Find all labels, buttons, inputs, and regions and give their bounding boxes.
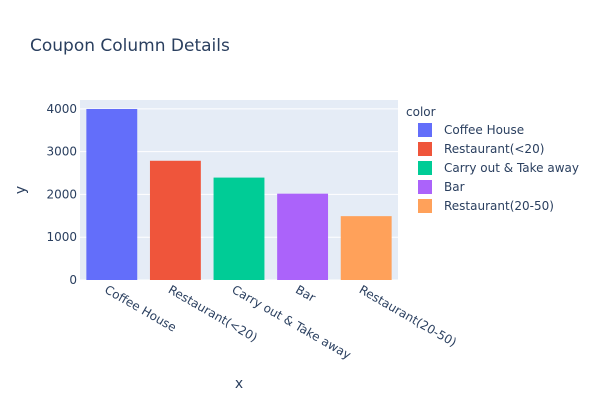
legend-swatch[interactable] (418, 142, 432, 156)
chart-title: Coupon Column Details (30, 36, 230, 56)
bar[interactable] (86, 108, 138, 281)
y-tick-labels: 0 1000 2000 3000 4000 (46, 102, 77, 287)
legend-item-label[interactable]: Bar (444, 180, 465, 194)
y-tick-label: 4000 (46, 102, 77, 116)
legend-swatch[interactable] (418, 180, 432, 194)
bar[interactable] (340, 216, 392, 280)
legend-swatch[interactable] (418, 161, 432, 175)
legend-item-label[interactable]: Restaurant(<20) (444, 142, 544, 156)
legend-swatch[interactable] (418, 123, 432, 137)
bar[interactable] (149, 160, 201, 280)
legend-swatch[interactable] (418, 199, 432, 213)
y-tick-label: 2000 (46, 187, 77, 201)
legend-item-label[interactable]: Coffee House (444, 123, 524, 137)
bar[interactable] (277, 193, 329, 280)
y-tick-label: 3000 (46, 145, 77, 159)
legend-item-label[interactable]: Carry out & Take away (444, 161, 579, 175)
y-tick-label: 1000 (46, 230, 77, 244)
y-axis-label: y (13, 186, 29, 194)
x-axis-label: x (235, 376, 243, 392)
y-tick-label: 0 (69, 273, 77, 287)
legend: Coffee House Restaurant(<20) Carry out & T… (418, 123, 579, 213)
bars (86, 108, 392, 281)
legend-item-label[interactable]: Restaurant(20-50) (444, 199, 554, 213)
bar[interactable] (213, 177, 265, 280)
legend-title: color (406, 105, 436, 119)
